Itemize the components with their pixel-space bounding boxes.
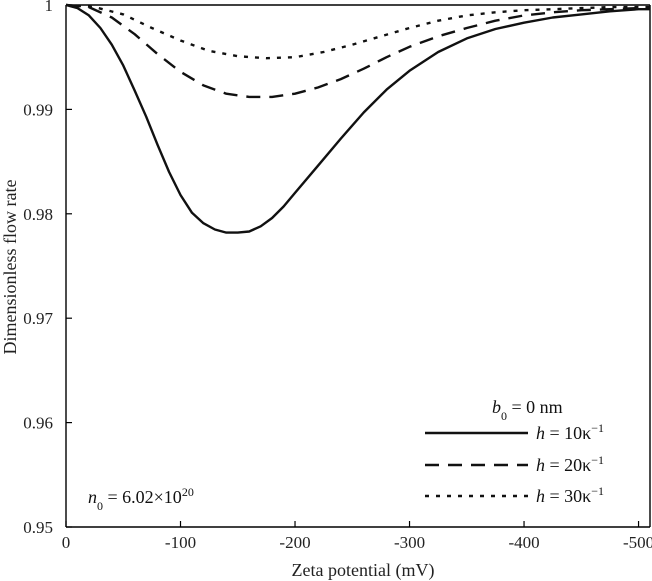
series-layer (65, 3, 650, 234)
series-line-1 (65, 3, 650, 234)
y-tick-label: 0.96 (23, 414, 53, 433)
legend-label-3: h = 30κ−1 (536, 484, 604, 506)
legend: b0 = 0 nm h = 10κ−1h = 20κ−1h = 30κ−1 (425, 397, 604, 506)
legend-label-1: h = 10κ−1 (536, 421, 604, 443)
x-tick-label: -100 (165, 533, 196, 552)
x-tick-label: -400 (508, 533, 539, 552)
y-tick-label: 0.95 (23, 518, 53, 537)
y-tick-label: 0.97 (23, 309, 53, 328)
annotation-sup: 20 (182, 485, 194, 499)
annotation-sub: 0 (97, 499, 103, 513)
legend-label-sup: −1 (591, 484, 604, 498)
legend-label-rest: = 30κ (545, 486, 591, 506)
legend-label-var: h (536, 486, 545, 506)
legend-title: b0 = 0 nm (492, 397, 563, 423)
annotation-var: n (88, 487, 97, 507)
legend-label-var: h (536, 455, 545, 475)
x-tick-label: -300 (394, 533, 425, 552)
plot-area: 0 -100 -200 -300 -400 -500 0.950.960.970.980.… (23, 0, 652, 552)
legend-items: h = 10κ−1h = 20κ−1h = 30κ−1 (425, 421, 604, 506)
y-ticks: 0.95 0.96 0.97 0.98 0.99 1 (23, 0, 72, 537)
concentration-annotation: n0 = 6.02×1020 (88, 485, 194, 513)
legend-label-var: h (536, 423, 545, 443)
x-tick-label: 0 (62, 533, 71, 552)
legend-title-sub: 0 (501, 409, 507, 423)
legend-label-rest: = 20κ (545, 455, 591, 475)
y-tick-label: 0.98 (23, 205, 53, 224)
legend-label-2: h = 20κ−1 (536, 453, 604, 475)
legend-label-sup: −1 (591, 421, 604, 435)
legend-label-rest: = 10κ (545, 423, 591, 443)
x-ticks: 0 -100 -200 -300 -400 -500 (62, 521, 652, 552)
x-tick-label: -500 (623, 533, 652, 552)
legend-label-sup: −1 (591, 453, 604, 467)
series-line-3 (65, 3, 650, 60)
annotation-text: = 6.02×10 (103, 487, 182, 507)
x-axis-label: Zeta potential (mV) (292, 560, 435, 581)
legend-title-var: b (492, 397, 501, 417)
y-tick-label: 0.99 (23, 100, 53, 119)
y-axis-label: Dimensionless flow rate (0, 180, 20, 355)
series-line-2 (65, 3, 650, 99)
y-tick-label: 1 (45, 0, 54, 15)
legend-title-rest: = 0 nm (507, 397, 563, 417)
x-tick-label: -200 (279, 533, 310, 552)
